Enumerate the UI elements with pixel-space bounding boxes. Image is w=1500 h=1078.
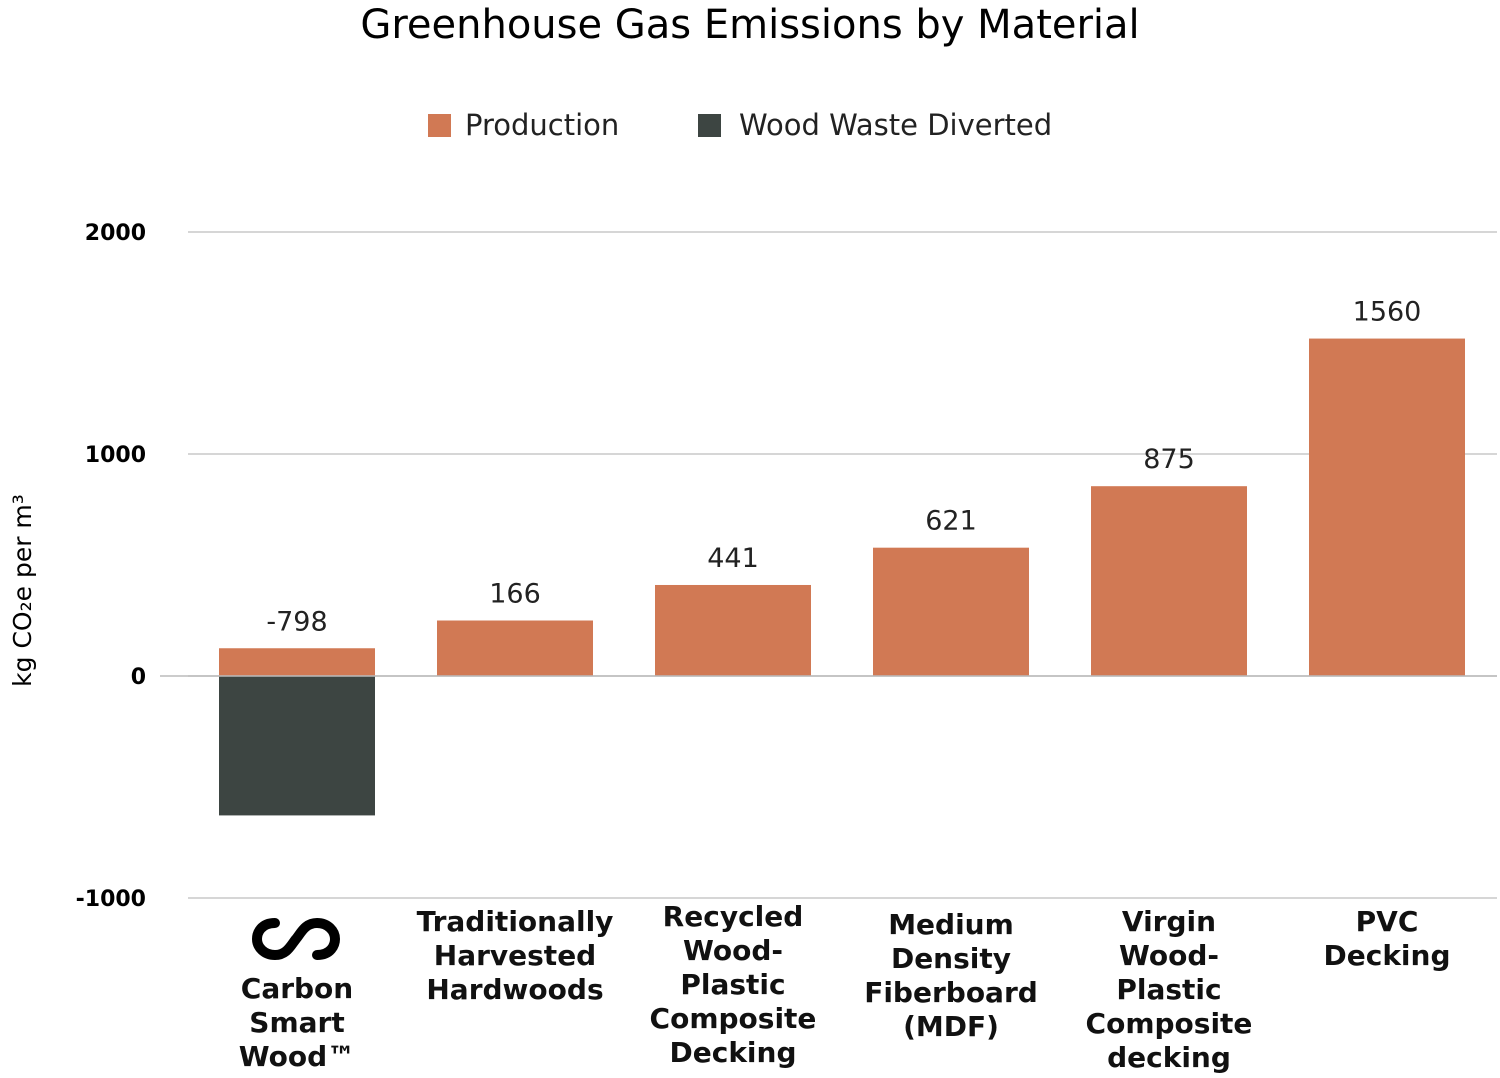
x-category-label-line: Fiberboard <box>864 976 1038 1009</box>
x-category-label: PVC Decking <box>1282 905 1492 973</box>
bar-production <box>1091 486 1247 676</box>
bar-production <box>219 648 375 676</box>
x-category-label-line: Wood- <box>682 934 784 967</box>
x-category-label-line: Plastic <box>1116 973 1222 1006</box>
x-category-label-line: Composite <box>649 1002 817 1035</box>
legend: Production Wood Waste Diverted <box>0 108 1500 148</box>
x-category-label-line: decking <box>1107 1041 1231 1074</box>
x-category-label: Virgin Wood- Plastic Composite decking <box>1064 905 1274 1075</box>
bar-production <box>437 620 593 676</box>
y-tick-label: -1000 <box>76 887 146 912</box>
legend-item-production: Production <box>428 108 619 142</box>
x-category-label-line: Wood™ <box>238 1040 356 1073</box>
data-label: 621 <box>925 506 977 537</box>
y-tick-label: 1000 <box>85 443 146 468</box>
x-category-label-line: Medium <box>888 908 1014 941</box>
bar-production <box>1309 338 1465 676</box>
x-category-label: Carbon Smart Wood™ <box>192 972 402 1074</box>
x-category-label: Traditionally Harvested Hardwoods <box>410 905 620 1007</box>
x-category-label-line: Traditionally <box>416 905 614 938</box>
x-category-label-line: Density <box>890 942 1012 975</box>
data-label: 441 <box>707 543 759 574</box>
x-category-label-line: Wood- <box>1118 939 1220 972</box>
legend-item-wood-waste-diverted: Wood Waste Diverted <box>698 108 1052 142</box>
data-label: 875 <box>1143 444 1195 475</box>
data-label: 1560 <box>1353 297 1422 328</box>
x-category-label-line: Hardwoods <box>426 973 604 1006</box>
bar-production <box>655 584 811 676</box>
x-category-label-line: Composite <box>1085 1007 1253 1040</box>
bar-production <box>873 547 1029 676</box>
x-category-label-line: Recycled <box>662 900 804 933</box>
x-category-label-line: Carbon <box>240 972 354 1005</box>
data-label: -798 <box>266 606 327 637</box>
x-category-label-line: Harvested <box>433 939 597 972</box>
x-category-label-line: Decking <box>669 1036 797 1069</box>
y-tick-label: 0 <box>131 665 146 690</box>
data-label: 166 <box>489 579 541 610</box>
x-category-label-line: Virgin <box>1121 905 1217 938</box>
x-category-label: Medium Density Fiberboard (MDF) <box>846 908 1056 1044</box>
legend-label-wood-waste-diverted: Wood Waste Diverted <box>739 108 1053 142</box>
x-category-label-line: Smart <box>249 1006 345 1039</box>
infinity-s-logo-icon <box>251 917 341 961</box>
y-tick-label: 2000 <box>85 221 146 246</box>
x-category-label-line: PVC <box>1355 905 1419 938</box>
x-category-label-line: Decking <box>1323 939 1451 972</box>
legend-swatch-wood-waste-diverted <box>698 113 721 137</box>
bar-wood-waste-diverted <box>219 676 375 816</box>
legend-swatch-production <box>428 113 451 137</box>
legend-label-production: Production <box>465 108 620 142</box>
x-category-label-line: (MDF) <box>903 1010 999 1043</box>
x-category-label: Recycled Wood- Plastic Composite Decking <box>628 900 838 1070</box>
y-axis-label: kg CO₂e per m³ <box>7 493 37 687</box>
x-category-label-line: Plastic <box>680 968 786 1001</box>
chart-title: Greenhouse Gas Emissions by Material <box>360 2 1140 48</box>
